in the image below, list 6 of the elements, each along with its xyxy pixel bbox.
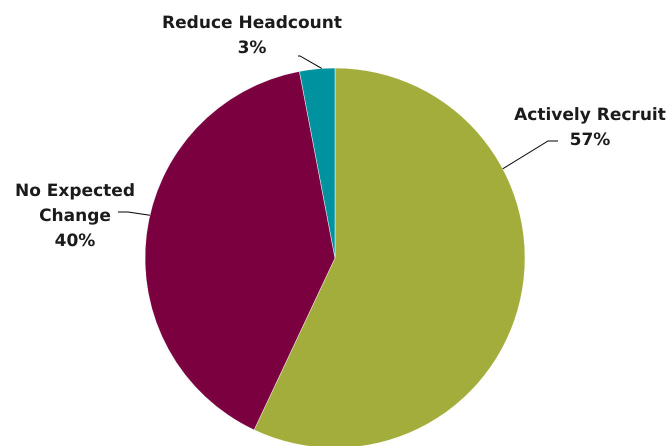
slice-label: Actively Recruit bbox=[514, 105, 666, 125]
data-label: 57% bbox=[570, 130, 610, 150]
data-label: 40% bbox=[54, 231, 96, 251]
slice-label: No Expected Change bbox=[14, 181, 136, 226]
slice-label: Reduce Headcount bbox=[162, 13, 342, 33]
data-label: 3% bbox=[238, 38, 266, 58]
